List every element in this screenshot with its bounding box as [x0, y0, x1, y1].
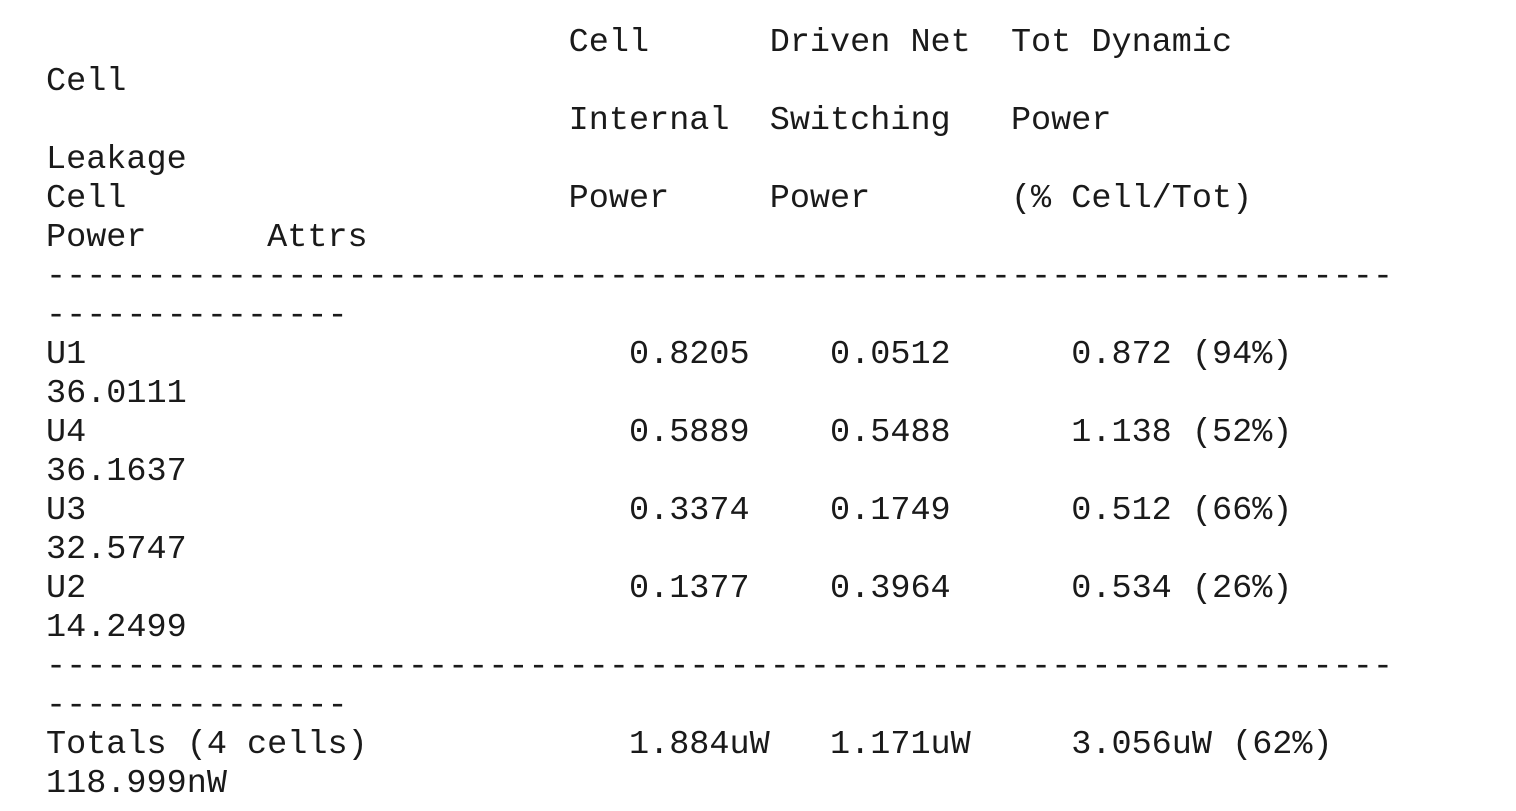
- header-line-internal-switching-power: Internal Switching Power: [46, 102, 1112, 140]
- totals-row: Totals (4 cells) 1.884uW 1.171uW 3.056uW…: [46, 726, 1333, 764]
- row-u3: U3 0.3374 0.1749 0.512 (66%): [46, 492, 1293, 530]
- row-u1: U1 0.8205 0.0512 0.872 (94%): [46, 336, 1293, 374]
- header-line-cell-leakage-2: Leakage: [46, 141, 187, 179]
- row-u4-leakage: 36.1637: [46, 453, 187, 491]
- row-u2-leakage: 14.2499: [46, 609, 187, 647]
- separator-top: ----------------------------------------…: [46, 258, 1393, 296]
- row-u1-leakage: 36.0111: [46, 375, 187, 413]
- row-u4: U4 0.5889 0.5488 1.138 (52%): [46, 414, 1293, 452]
- row-u3-leakage: 32.5747: [46, 531, 187, 569]
- power-report: Cell Driven Net Tot Dynamic Cell Internal…: [46, 24, 1393, 804]
- header-line-power-attrs: Power Attrs: [46, 219, 368, 257]
- separator-bottom-wrap: ---------------: [46, 687, 348, 725]
- header-line-cell-driven-net-tot-dynamic: Cell Driven Net Tot Dynamic: [46, 24, 1233, 62]
- separator-bottom: ----------------------------------------…: [46, 648, 1393, 686]
- row-u2: U2 0.1377 0.3964 0.534 (26%): [46, 570, 1293, 608]
- separator-top-wrap: ---------------: [46, 297, 348, 335]
- header-line-cell-leakage-1: Cell: [46, 63, 127, 101]
- totals-leakage: 118.999nW: [46, 765, 227, 803]
- header-line-cell-power-percent: Cell Power Power (% Cell/Tot): [46, 180, 1253, 218]
